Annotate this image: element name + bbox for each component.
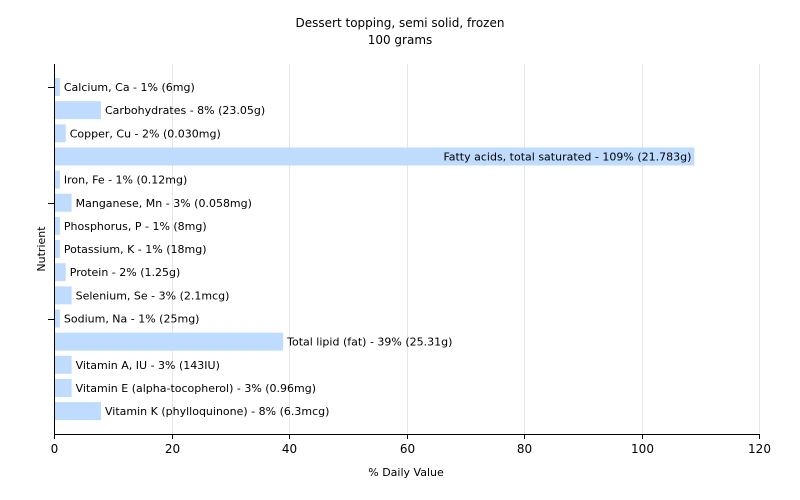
bar <box>55 147 695 166</box>
bar <box>55 216 60 235</box>
bar <box>55 170 60 189</box>
bar-label: Potassium, K - 1% (18mg) <box>64 243 207 256</box>
bar <box>55 309 60 328</box>
bar-label: Vitamin K (phylloquinone) - 8% (6.3mcg) <box>105 405 329 418</box>
x-axis-label: % Daily Value <box>368 466 444 479</box>
bar-label: Vitamin A, IU - 3% (143IU) <box>76 359 220 372</box>
bar <box>55 101 101 120</box>
bar-labels: Calcium, Ca - 1% (6mg) Carbohydrates - 8%… <box>64 81 692 418</box>
bar <box>55 332 284 351</box>
x-tick-label: 20 <box>165 442 180 456</box>
bar-label: Phosphorus, P - 1% (8mg) <box>64 220 207 233</box>
x-axis-ticks: 0 20 40 60 80 100 120 <box>51 434 771 456</box>
bar <box>55 263 66 282</box>
bar <box>55 402 101 421</box>
bar <box>55 78 60 96</box>
bar-label: Carbohydrates - 8% (23.05g) <box>105 104 265 117</box>
bar-label: Fatty acids, total saturated - 109% (21.… <box>443 150 691 163</box>
bar <box>55 124 66 143</box>
bar-label: Calcium, Ca - 1% (6mg) <box>64 81 195 94</box>
bar <box>55 193 72 212</box>
x-tick-label: 40 <box>282 442 297 456</box>
bar-label: Vitamin E (alpha-tocopherol) - 3% (0.96m… <box>76 382 316 395</box>
y-axis-ticks <box>48 87 54 320</box>
x-tick-label: 60 <box>400 442 415 456</box>
chart-title: Dessert topping, semi solid, frozen <box>296 16 505 30</box>
bars <box>55 78 695 421</box>
x-tick-label: 80 <box>517 442 532 456</box>
bar-label: Sodium, Na - 1% (25mg) <box>64 313 200 326</box>
gridlines <box>172 64 760 434</box>
bar <box>55 378 72 397</box>
bar-label: Protein - 2% (1.25g) <box>70 266 181 279</box>
bar-label: Copper, Cu - 2% (0.030mg) <box>70 127 221 140</box>
bar-label: Selenium, Se - 3% (2.1mcg) <box>76 289 230 302</box>
bar-label: Total lipid (fat) - 39% (25.31g) <box>286 336 452 349</box>
x-tick-label: 100 <box>631 442 654 456</box>
bar-label: Manganese, Mn - 3% (0.058mg) <box>76 197 252 210</box>
bar <box>55 286 72 305</box>
chart-subtitle: 100 grams <box>368 33 433 47</box>
y-axis-label: Nutrient <box>35 226 48 272</box>
x-tick-label: 0 <box>51 442 59 456</box>
x-tick-label: 120 <box>748 442 771 456</box>
bar <box>55 355 72 374</box>
bar-label: Iron, Fe - 1% (0.12mg) <box>64 174 187 187</box>
bar <box>55 240 60 259</box>
